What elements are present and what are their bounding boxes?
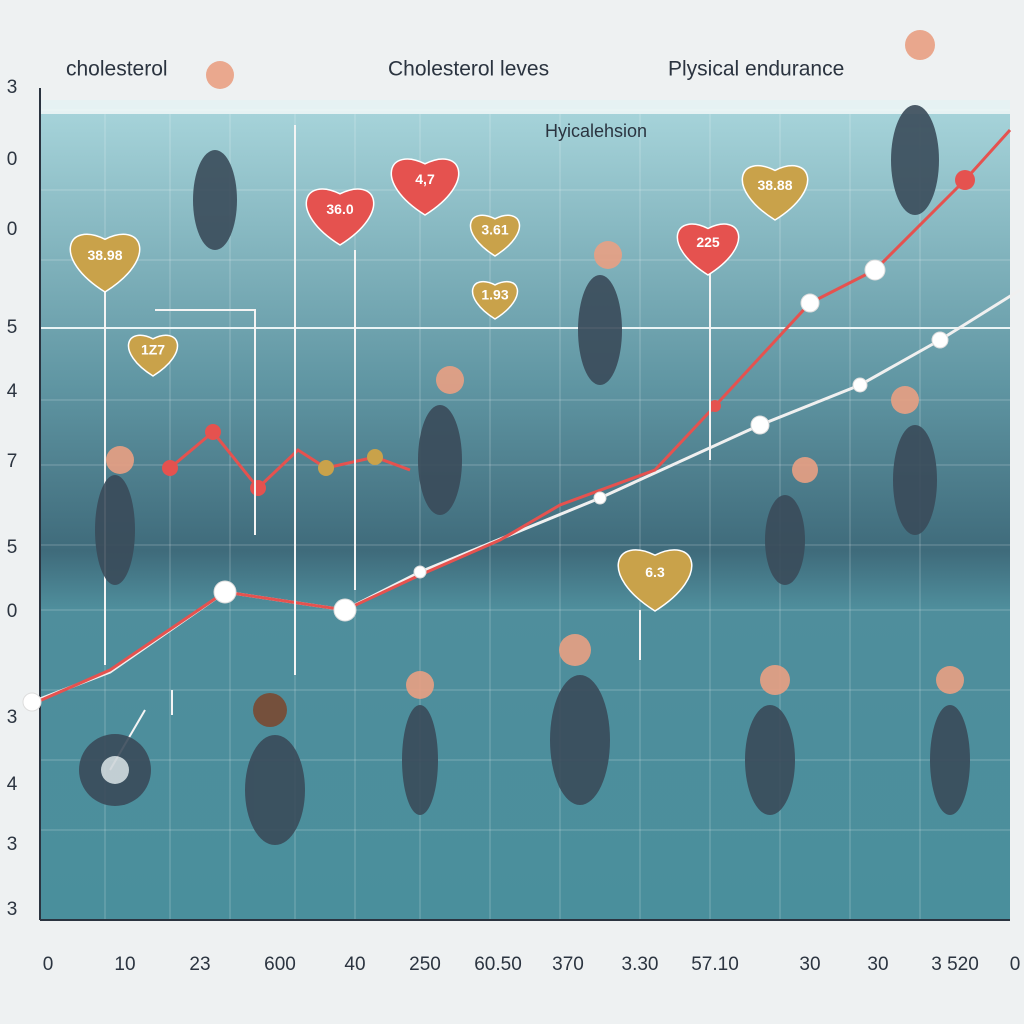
left-label: 0 xyxy=(7,149,18,170)
left-label: 3 xyxy=(7,77,18,98)
left-label: 3 xyxy=(7,707,18,728)
hearts: 38.98 1Z7 36.0 4,7 3.61 1.93 225 38.88 6.3 xyxy=(69,158,809,612)
left-label: 5 xyxy=(7,317,18,338)
left-label: 5 xyxy=(7,537,18,558)
red-points xyxy=(162,170,975,496)
heart xyxy=(390,158,460,216)
heart-label: 6.3 xyxy=(645,564,665,580)
bottom-label: 60.50 xyxy=(474,954,522,975)
heart-label: 38.98 xyxy=(87,247,122,263)
heart-label: 1.93 xyxy=(481,287,508,303)
bottom-label: 23 xyxy=(189,954,210,975)
points xyxy=(22,259,949,712)
bottom-label: 250 xyxy=(409,954,441,975)
panel xyxy=(40,100,1010,920)
heart-label: 3.61 xyxy=(481,222,508,238)
heart xyxy=(676,223,740,276)
heart-label: 225 xyxy=(696,234,720,250)
bottom-label: 0 xyxy=(43,954,54,975)
heart xyxy=(617,549,693,612)
heart xyxy=(69,233,141,293)
heart xyxy=(127,334,179,377)
bottom-label: 40 xyxy=(344,954,365,975)
bottom-label: 30 xyxy=(799,954,820,975)
heart-label: 4,7 xyxy=(415,171,435,187)
bottom-label: 370 xyxy=(552,954,584,975)
bottom-label: 0 xyxy=(1010,954,1021,975)
heart-label: 1Z7 xyxy=(141,342,165,358)
panel-band xyxy=(40,100,1010,114)
left-label: 7 xyxy=(7,451,18,472)
header-left: cholesterol xyxy=(66,58,168,81)
left-label: 0 xyxy=(7,219,18,240)
bottom-label: 57.10 xyxy=(691,954,739,975)
heart xyxy=(469,214,521,257)
header-center: Cholesterol leves xyxy=(388,58,549,81)
gold-points xyxy=(318,449,383,476)
bottom-label: 10 xyxy=(114,954,135,975)
left-label: 4 xyxy=(7,774,18,795)
labels: cholesterol Cholesterol leves Plysical e… xyxy=(7,58,1021,975)
left-label: 0 xyxy=(7,601,18,622)
heart xyxy=(305,188,375,246)
bottom-label: 3.30 xyxy=(622,954,659,975)
heart xyxy=(471,280,519,320)
left-label: 3 xyxy=(7,834,18,855)
heart xyxy=(741,164,809,221)
bottom-label: 600 xyxy=(264,954,296,975)
left-label: 3 xyxy=(7,899,18,920)
left-label: 4 xyxy=(7,381,18,402)
header-right: Plysical endurance xyxy=(668,58,844,81)
heart-label: 38.88 xyxy=(757,177,792,193)
figures xyxy=(79,30,970,845)
leaders xyxy=(104,125,711,771)
bottom-label: 30 xyxy=(867,954,888,975)
bottom-label: 3 520 xyxy=(931,954,979,975)
heart-label: 36.0 xyxy=(326,201,353,217)
subtitle: Hyicalehsion xyxy=(545,121,647,141)
